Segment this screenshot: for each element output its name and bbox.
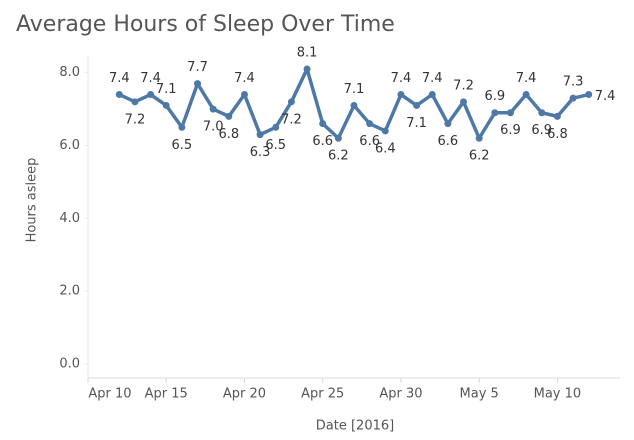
point [491,109,499,117]
data-label: 6.6 [312,134,333,149]
point [162,101,170,109]
point [334,134,342,142]
point [475,134,483,142]
point [381,127,389,135]
data-label: 7.1 [156,82,177,97]
point [522,91,530,99]
x-tick-label: Apr 30 [379,387,422,402]
y-tick-label: 8.0 [59,65,80,80]
data-label: 6.9 [484,89,505,104]
data-label: 7.4 [595,89,616,104]
data-label: 6.4 [375,141,396,156]
x-tick-label: Apr 15 [145,387,188,402]
point [366,120,374,128]
point [397,91,405,99]
x-tick-label: May 5 [460,387,499,402]
y-tick-label: 2.0 [59,284,80,299]
data-label: 6.2 [469,149,490,164]
x-tick-label: Apr 25 [301,387,344,402]
data-label: 6.9 [531,123,552,138]
point [240,91,248,99]
data-label: 7.1 [344,82,365,97]
data-label: 7.4 [422,71,443,86]
point [553,112,561,120]
data-label: 7.0 [203,120,224,135]
data-label: 6.8 [547,127,568,142]
point [194,80,202,88]
point [506,109,514,117]
data-label: 7.4 [516,71,537,86]
data-label: 6.5 [172,138,193,153]
point [569,94,577,102]
data-label: 8.1 [297,46,318,61]
point [428,91,436,99]
data-label: 6.2 [328,149,349,164]
data-label: 7.4 [391,71,412,86]
point [115,91,123,99]
data-label: 7.7 [187,60,208,75]
point [538,109,546,117]
point [585,91,593,99]
point [303,65,311,73]
y-tick-label: 0.0 [59,357,80,372]
point [319,120,327,128]
data-label: 7.4 [109,71,130,86]
point [147,91,155,99]
data-label: 6.9 [500,123,521,138]
data-label: 6.3 [250,145,271,160]
point [178,123,186,131]
point [131,98,139,106]
y-tick-label: 6.0 [59,138,80,153]
y-axis-label: Hours asleep [25,158,40,243]
point [287,98,295,106]
data-label: 7.4 [140,71,161,86]
x-tick-label: May 10 [534,387,582,402]
point [209,105,217,113]
data-label: 7.1 [406,116,427,131]
data-label: 6.5 [265,138,286,153]
data-label: 6.8 [218,127,239,142]
data-label: 6.6 [359,134,380,149]
point [460,98,468,106]
point [256,131,264,139]
point [444,120,452,128]
chart-title: Average Hours of Sleep Over Time [16,12,395,37]
data-label: 7.2 [453,78,474,93]
point [225,112,233,120]
data-label: 7.4 [234,71,255,86]
x-tick-label: Apr 10 [88,387,131,402]
x-tick-label: Apr 20 [223,387,266,402]
data-label: 7.2 [125,112,146,127]
point [350,101,358,109]
data-label: 7.3 [563,75,584,90]
data-label: 6.6 [438,134,459,149]
point [272,123,280,131]
x-axis-label: Date [2016] [316,419,394,434]
data-label: 7.2 [281,112,302,127]
point [413,101,421,109]
y-tick-label: 4.0 [59,211,80,226]
